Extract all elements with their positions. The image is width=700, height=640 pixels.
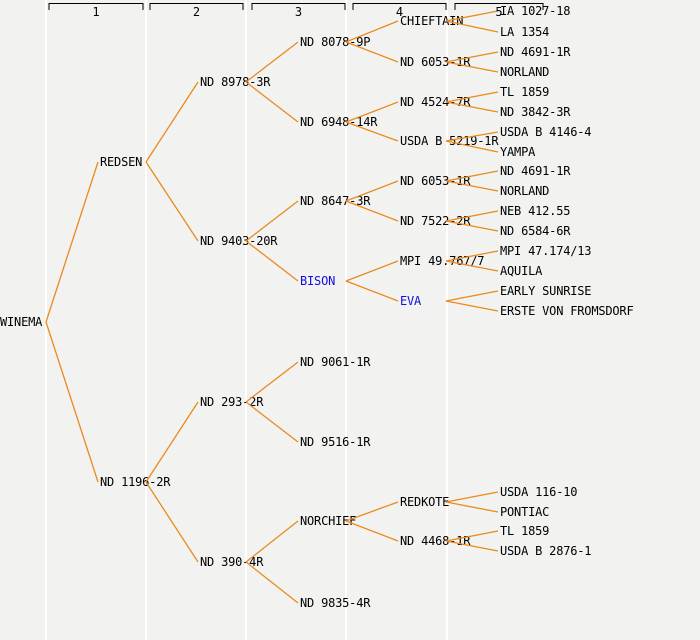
node-usda-b-2876-1: USDA B 2876-1 (500, 544, 592, 558)
node-nd-390-4r: ND 390-4R (200, 555, 264, 569)
node-nd-4524-7r: ND 4524-7R (400, 95, 471, 109)
column-separator (345, 0, 347, 640)
node-nd-9835-4r: ND 9835-4R (300, 596, 371, 610)
node-tl-1859: TL 1859 (500, 85, 550, 99)
node-norland: NORLAND (500, 184, 550, 198)
node-norland: NORLAND (500, 65, 550, 79)
column-separator (245, 0, 247, 640)
node-nd-8978-3r: ND 8978-3R (200, 75, 271, 89)
node-nd-4468-1r: ND 4468-1R (400, 534, 471, 548)
generation-label: 4 (395, 5, 404, 19)
node-pontiac: PONTIAC (500, 505, 550, 519)
node-yampa: YAMPA (500, 145, 536, 159)
generation-label: 1 (92, 5, 100, 19)
node-eva[interactable]: EVA (400, 294, 422, 308)
node-nd-6948-14r: ND 6948-14R (300, 115, 378, 129)
node-neb-412-55: NEB 412.55 (500, 204, 571, 218)
node-la-1354: LA 1354 (500, 25, 550, 39)
node-nd-6053-1r: ND 6053-1R (400, 55, 471, 69)
node-nd-9061-1r: ND 9061-1R (300, 355, 371, 369)
node-nd-6053-1r: ND 6053-1R (400, 174, 471, 188)
node-mpi-49-767-7: MPI 49.767/7 (400, 254, 485, 268)
node-usda-b-5219-1r: USDA B 5219-1R (400, 134, 499, 148)
node-usda-116-10: USDA 116-10 (500, 485, 578, 499)
node-aquila: AQUILA (500, 264, 543, 278)
generation-label: 2 (192, 5, 201, 19)
node-nd-4691-1r: ND 4691-1R (500, 45, 571, 59)
node-bison[interactable]: BISON (300, 274, 336, 288)
node-nd-293-2r: ND 293-2R (200, 395, 264, 409)
node-norchief: NORCHIEF (300, 514, 357, 528)
generation-label: 5 (495, 5, 503, 19)
node-tl-1859: TL 1859 (500, 524, 550, 538)
column-separator (446, 0, 448, 640)
node-nd-8647-3r: ND 8647-3R (300, 194, 371, 208)
node-early-sunrise: EARLY SUNRISE (500, 284, 592, 298)
node-nd-9516-1r: ND 9516-1R (300, 435, 371, 449)
node-mpi-47-174-13: MPI 47.174/13 (500, 244, 592, 258)
generation-label: 3 (294, 5, 303, 19)
node-nd-8078-9p: ND 8078-9P (300, 35, 371, 49)
node-nd-6584-6r: ND 6584-6R (500, 224, 571, 238)
node-erste-von-fromsdorf: ERSTE VON FROMSDORF (500, 304, 634, 318)
node-usda-b-4146-4: USDA B 4146-4 (500, 125, 592, 139)
node-redkote: REDKOTE (400, 495, 450, 509)
node-redsen: REDSEN (100, 155, 143, 169)
node-nd-9403-20r: ND 9403-20R (200, 234, 278, 248)
node-nd-7522-2r: ND 7522-2R (400, 214, 471, 228)
node-winema: WINEMA (0, 315, 43, 329)
node-nd-3842-3r: ND 3842-3R (500, 105, 571, 119)
column-separator (145, 0, 147, 640)
node-nd-1196-2r: ND 1196-2R (100, 475, 171, 489)
node-nd-4691-1r: ND 4691-1R (500, 164, 571, 178)
